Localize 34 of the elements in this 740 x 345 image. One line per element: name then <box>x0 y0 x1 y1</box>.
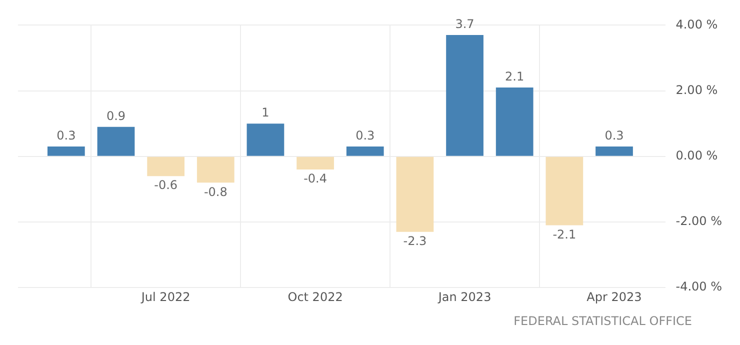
data-label: 0.3 <box>56 128 76 143</box>
data-label: -0.4 <box>304 172 328 186</box>
y-tick-label: -2.00 % <box>676 214 722 228</box>
data-label: 0.9 <box>106 109 126 124</box>
x-tick-label: Apr 2023 <box>586 290 642 304</box>
y-tick-label: 2.00 % <box>676 82 718 97</box>
bar <box>246 124 284 156</box>
x-tick-label: Oct 2022 <box>288 290 343 304</box>
data-label: -2.1 <box>552 227 576 242</box>
y-tick-label: 0.00 % <box>676 148 718 163</box>
bar <box>97 126 135 156</box>
bar <box>296 156 334 170</box>
text: FEDERAL STATISTICAL OFFICE <box>512 314 693 328</box>
bar <box>47 146 85 156</box>
y-tick-label: 4.00 % <box>676 17 718 32</box>
data-label: 3.7 <box>455 17 474 32</box>
data-label: 0.3 <box>356 128 375 143</box>
bar <box>596 146 633 156</box>
x-tick-label: Jul 2022 <box>140 290 190 304</box>
data-label: 1 <box>262 106 270 120</box>
bar <box>546 156 584 226</box>
bar <box>147 156 184 176</box>
data-label: -0.8 <box>204 184 228 199</box>
y-tick-label: -4.00 % <box>676 280 722 294</box>
bar <box>346 146 384 156</box>
bar <box>196 156 234 183</box>
x-tick-label: Jan 2023 <box>437 290 492 304</box>
data-label: 0.3 <box>604 128 624 143</box>
data-label: -0.6 <box>154 178 178 192</box>
data-label: 2.1 <box>505 70 524 84</box>
bar <box>496 88 534 156</box>
bar <box>396 156 434 232</box>
data-label: -2.3 <box>403 234 427 248</box>
bar <box>446 35 484 156</box>
